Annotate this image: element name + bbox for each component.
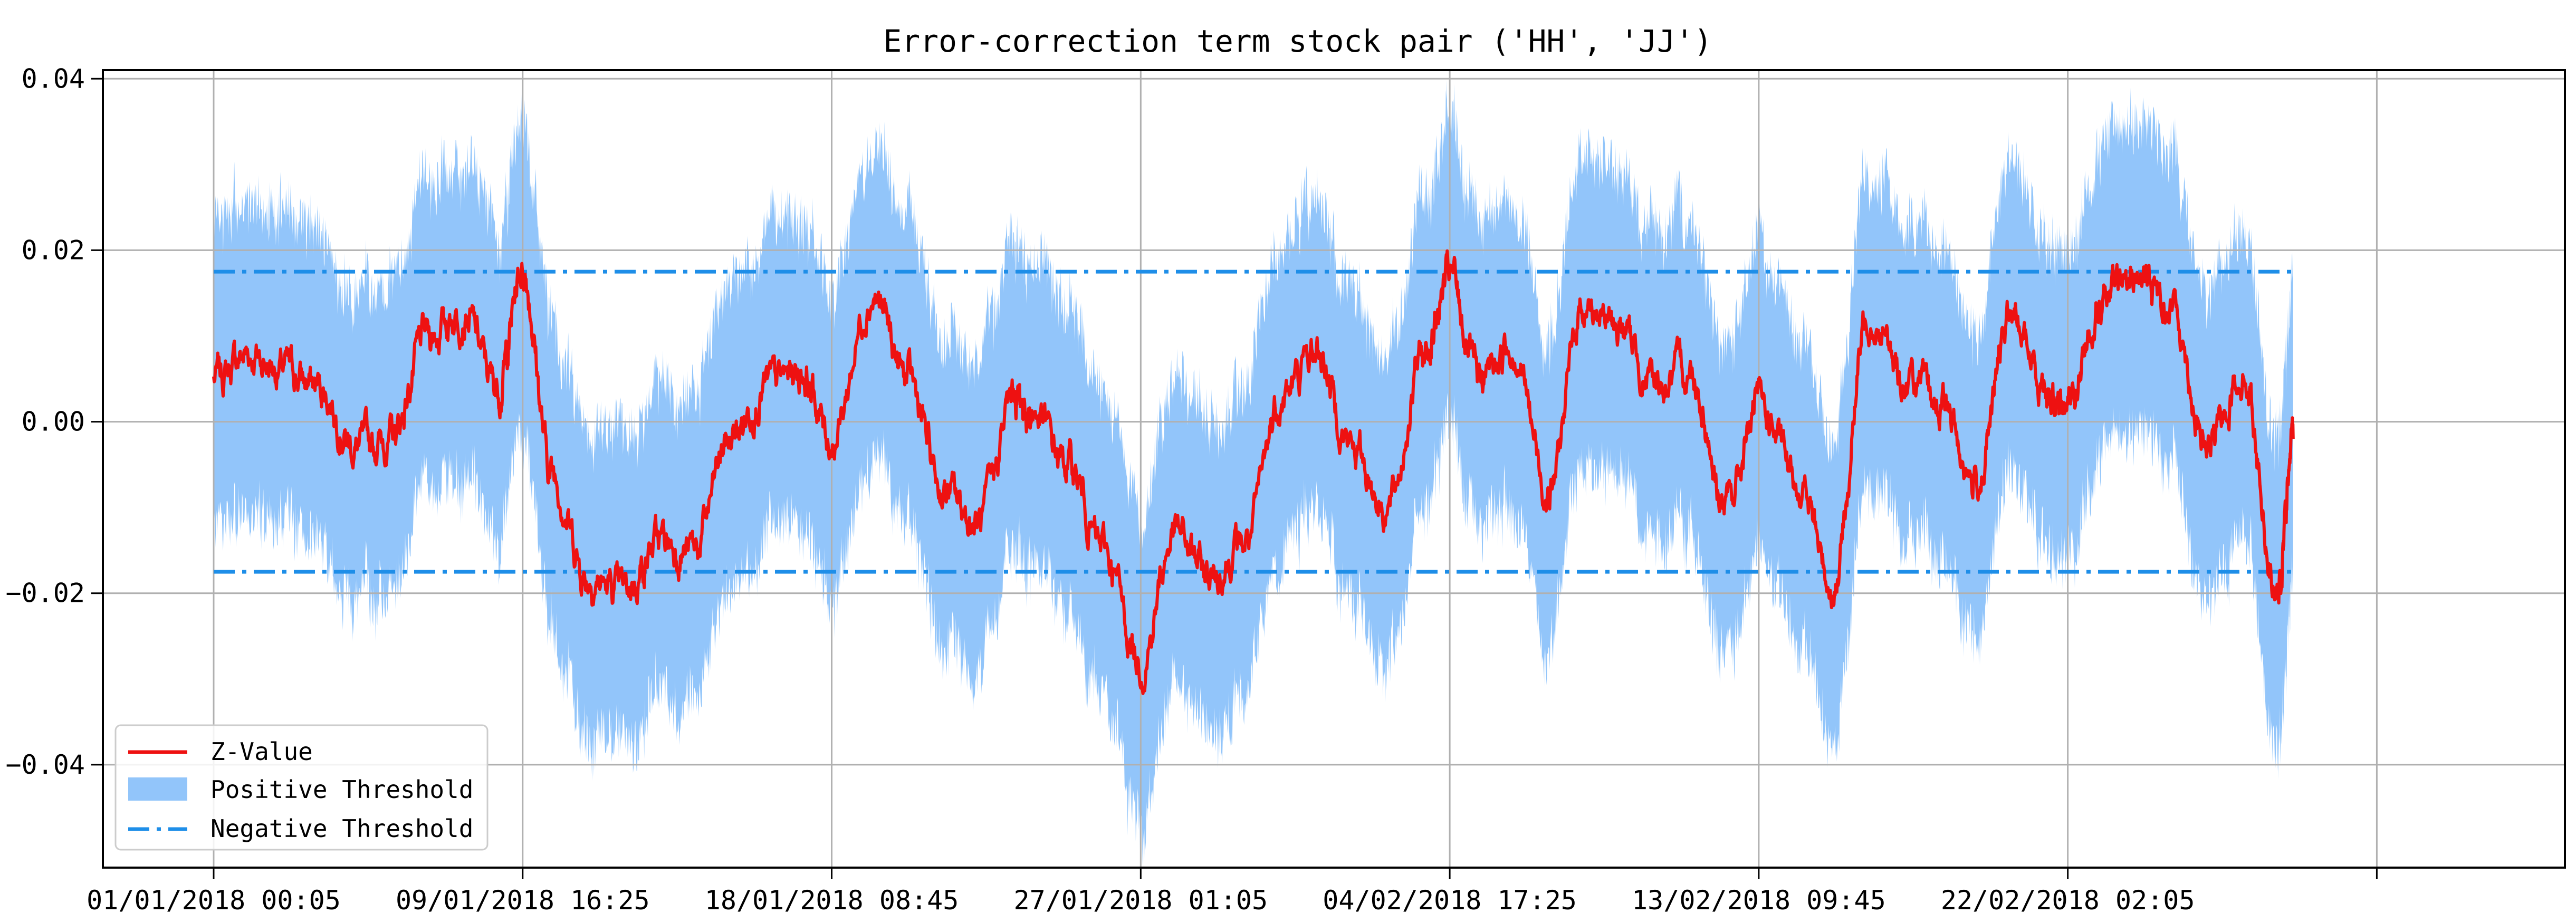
band-layer <box>214 80 2293 866</box>
legend-label-z-value: Z-Value <box>210 737 313 766</box>
positive-threshold-band <box>214 80 2293 866</box>
y-tick-label: 0.00 <box>22 407 85 437</box>
legend-box <box>114 724 489 851</box>
grid-layer <box>103 70 2565 868</box>
legend-swatch-positive-threshold <box>128 777 187 801</box>
line-layer <box>212 249 2295 695</box>
threshold-layer <box>214 270 2293 574</box>
x-tick-label: 13/02/2018 09:45 <box>1632 885 1886 916</box>
y-tick-label: −0.04 <box>5 749 85 780</box>
y-axis: −0.04 −0.02 0.00 0.02 0.04 <box>5 63 103 780</box>
x-tick-label: 27/01/2018 01:05 <box>1013 885 1268 916</box>
x-tick-label: 09/01/2018 16:25 <box>396 885 650 916</box>
legend: Z-Value Positive Threshold Negative Thre… <box>114 724 489 851</box>
x-tick-label: 01/01/2018 00:05 <box>87 885 341 916</box>
z-value-line <box>212 249 2295 695</box>
y-tick-label: −0.02 <box>5 578 85 609</box>
x-tick-label: 04/02/2018 17:25 <box>1323 885 1577 916</box>
x-axis: 01/01/2018 00:05 09/01/2018 16:25 18/01/20… <box>87 868 2378 916</box>
legend-label-positive-threshold: Positive Threshold <box>210 775 474 804</box>
y-tick-label: 0.04 <box>22 63 85 94</box>
legend-label-negative-threshold: Negative Threshold <box>210 814 474 843</box>
x-tick-label: 18/01/2018 08:45 <box>705 885 959 916</box>
plot-frame <box>102 69 2566 869</box>
y-tick-label: 0.02 <box>22 235 85 265</box>
chart-title: Error-correction term stock pair ('HH', … <box>883 23 1712 59</box>
x-tick-label: 22/02/2018 02:05 <box>1941 885 2195 916</box>
plot-area <box>102 69 2566 869</box>
